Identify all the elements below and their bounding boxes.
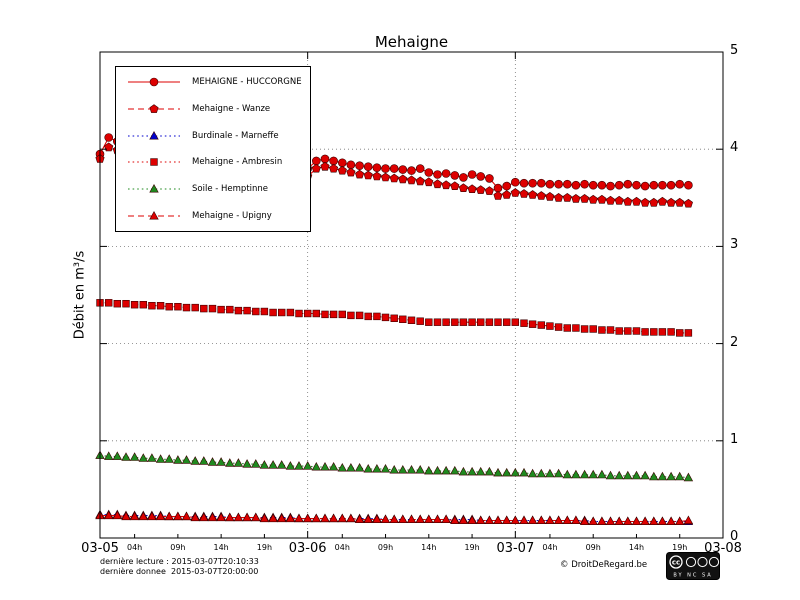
x-axis-hour-label: 19h	[256, 543, 273, 552]
legend-entry: Mehaigne - Upigny	[126, 209, 310, 223]
legend-box: MEHAIGNE - HUCCORGNE Mehaigne - Wanze Burd…	[115, 66, 311, 232]
x-axis-hour-label: 19h	[464, 543, 480, 552]
y-axis-tick-label: 2	[730, 334, 739, 350]
triangle-marker-icon	[128, 130, 180, 140]
x-axis-hour-label: 14h	[628, 543, 645, 552]
legend-entry: Mehaigne - Wanze	[126, 102, 310, 116]
x-axis-hour-label: 19h	[672, 543, 688, 552]
x-axis-day-label: 03-05	[81, 541, 119, 556]
cc-license-badge: cc BY NC SA	[666, 552, 720, 580]
y-axis-tick-label: 1	[730, 431, 739, 447]
legend-entry: MEHAIGNE - HUCCORGNE	[126, 75, 310, 89]
legend-label: Mehaigne - Upigny	[192, 210, 272, 221]
x-axis-day-label: 03-06	[288, 541, 327, 556]
triangle-marker-icon	[128, 183, 180, 193]
x-axis-hour-label: 09h	[585, 543, 601, 552]
legend-entry: Burdinale - Marneffe	[126, 129, 310, 143]
legend-label: MEHAIGNE - HUCCORGNE	[192, 77, 302, 88]
y-axis-tick-label: 4	[730, 140, 739, 156]
triangle-marker-icon	[128, 210, 180, 220]
x-axis-day-label: 03-07	[496, 541, 535, 556]
x-axis-hour-label: 09h	[377, 543, 394, 552]
cc-terms-text: BY NC SA	[673, 573, 712, 579]
x-axis-hour-label: 09h	[170, 543, 186, 552]
legend-entry: Mehaigne - Ambresin	[126, 155, 310, 169]
circle-marker-icon	[128, 78, 180, 87]
legend-entry: Soile - Hemptinne	[126, 182, 310, 196]
y-axis-tick-label: 5	[730, 43, 739, 58]
cc-sa-icon	[708, 556, 720, 568]
x-axis-hour-label: 04h	[542, 543, 558, 552]
last-reading-text: dernière lecture : 2015-03-07T20:10:33	[100, 557, 259, 566]
cc-logo-icon: cc	[672, 559, 680, 567]
legend-label: Mehaigne - Wanze	[192, 103, 271, 114]
y-axis-tick-label: 3	[730, 237, 739, 253]
chart-title: Mehaigne	[374, 33, 449, 51]
square-marker-icon	[128, 158, 180, 166]
pentagon-marker-icon	[128, 104, 180, 113]
legend-label: Soile - Hemptinne	[192, 183, 269, 194]
x-axis-hour-label: 04h	[126, 543, 143, 552]
y-axis-tick-label: 0	[730, 529, 739, 544]
copyright-text: © DroitDeRegard.be	[560, 560, 648, 570]
legend-label: Burdinale - Marneffe	[192, 130, 279, 141]
x-axis-hour-label: 14h	[213, 543, 229, 552]
cc-by-icon	[685, 556, 697, 568]
cc-nc-icon	[697, 556, 708, 568]
x-axis-hour-label: 04h	[334, 543, 350, 552]
legend-label: Mehaigne - Ambresin	[192, 157, 283, 168]
last-data-text: dernière donnee 2015-03-07T20:00:00	[100, 567, 259, 576]
x-axis-hour-label: 14h	[421, 543, 437, 552]
